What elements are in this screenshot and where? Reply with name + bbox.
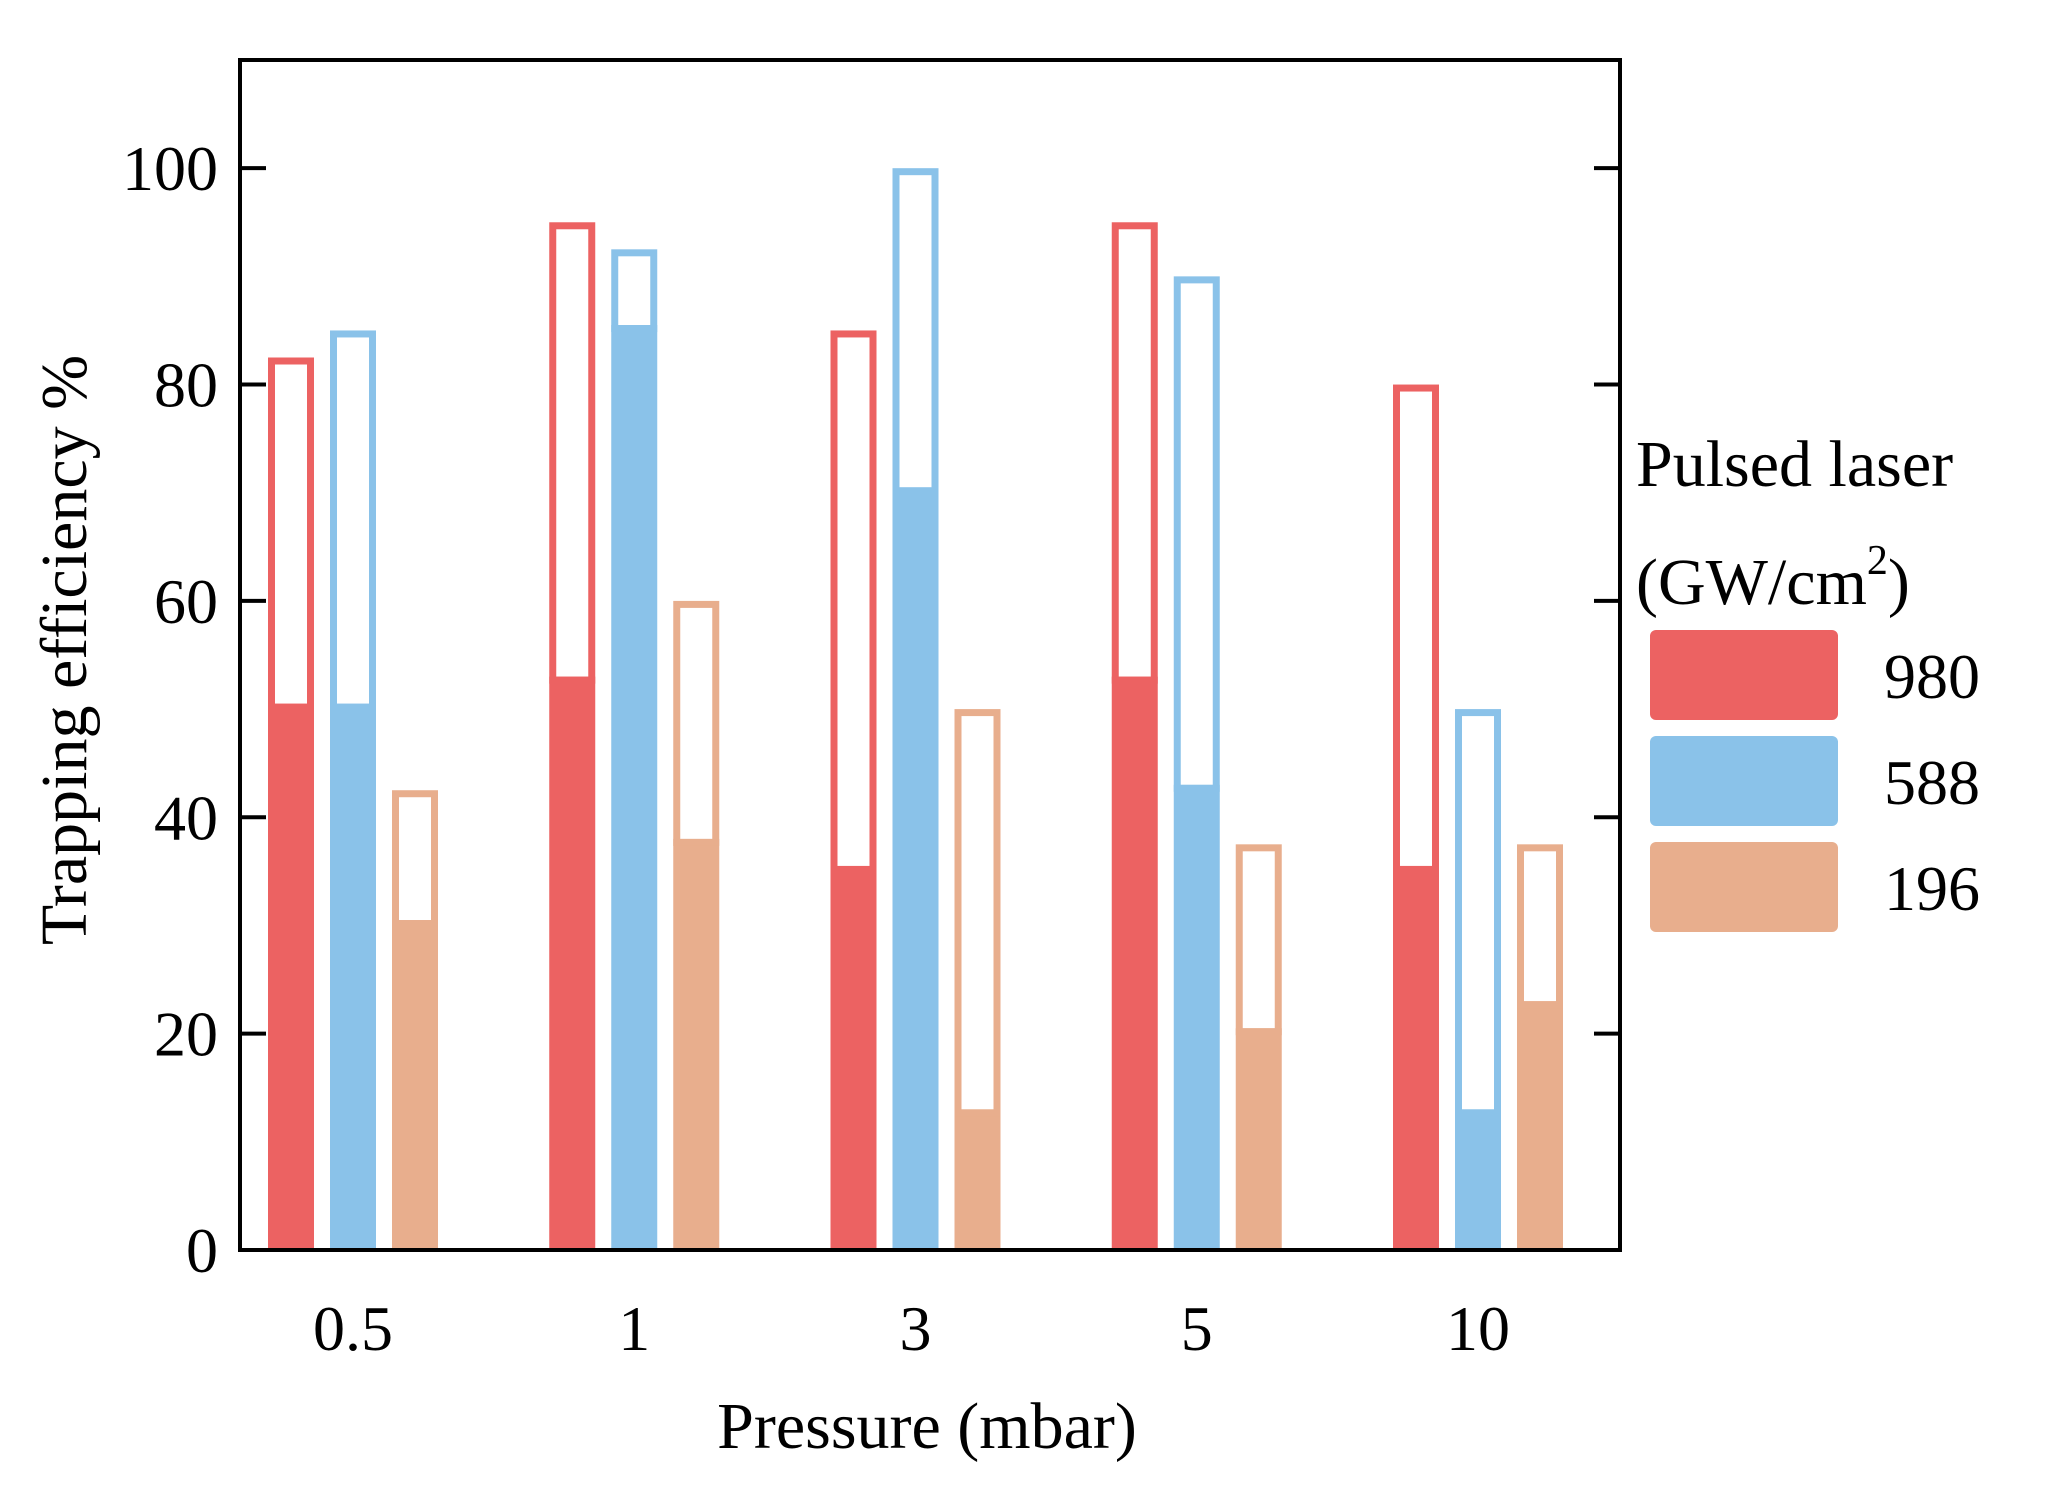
bar-filled-980-10 — [1393, 865, 1439, 1250]
y-axis-title: Trapping efficiency % — [28, 355, 101, 945]
bar-outline-980-1 — [549, 222, 596, 684]
y-tick-label: 80 — [154, 350, 218, 421]
x-tick-label: 0.5 — [313, 1293, 393, 1364]
x-tick-label: 1 — [618, 1293, 650, 1364]
plot-frame — [238, 58, 1622, 1252]
legend-title-line1: Pulsed laser — [1636, 428, 1953, 501]
bar-outline-980-5 — [1111, 222, 1158, 684]
legend-label-196: 196 — [1884, 853, 1980, 924]
bar-outline-980-3 — [830, 330, 877, 873]
y-tick-label: 0 — [186, 1215, 218, 1286]
legend-swatch-196 — [1650, 842, 1838, 932]
bar-outline-980-0.5 — [268, 357, 314, 711]
x-tick-label: 3 — [900, 1293, 932, 1364]
bar-filled-980-3 — [830, 865, 877, 1250]
bar-outline-196-0.5 — [392, 790, 438, 928]
x-axis-title: Pressure (mbar) — [717, 1390, 1137, 1463]
bar-outline-588-1 — [611, 249, 658, 333]
bar-outline-980-10 — [1393, 384, 1439, 873]
bar-filled-588-3 — [892, 487, 939, 1250]
bar-outline-196-1 — [673, 600, 720, 846]
y-tick-label: 60 — [154, 566, 218, 637]
bar-filled-588-1 — [611, 325, 658, 1251]
legend-label-588: 588 — [1884, 747, 1980, 818]
bar-outline-588-3 — [892, 168, 939, 495]
y-tick-label: 40 — [154, 782, 218, 853]
bar-filled-588-0.5 — [330, 703, 376, 1250]
bar-outline-588-5 — [1173, 276, 1220, 792]
y-tick-label: 20 — [154, 999, 218, 1070]
bar-filled-196-10 — [1517, 1001, 1563, 1250]
bar-filled-588-5 — [1173, 784, 1220, 1250]
bar-outline-588-10 — [1455, 709, 1501, 1117]
bar-filled-196-5 — [1235, 1028, 1282, 1250]
legend: Pulsed laser (GW/cm2) 980 588 196 — [1636, 428, 1980, 932]
legend-title-unit: (GW/cm — [1636, 546, 1867, 619]
bar-filled-588-10 — [1455, 1109, 1501, 1250]
bar-filled-196-3 — [954, 1109, 1001, 1250]
bars-layer — [268, 168, 1563, 1251]
y-tick-label: 100 — [122, 133, 218, 204]
bar-outline-196-10 — [1517, 844, 1563, 1009]
x-tick-label: 10 — [1446, 1293, 1510, 1364]
legend-title-superscript: 2 — [1867, 538, 1888, 584]
bar-outline-196-3 — [954, 709, 1001, 1117]
x-tick-label: 5 — [1181, 1293, 1213, 1364]
labels-layer: Pressure (mbar) Trapping efficiency % — [28, 355, 1137, 1463]
bar-outline-196-5 — [1235, 844, 1282, 1036]
bar-filled-980-1 — [549, 676, 596, 1250]
legend-title-close-paren: ) — [1888, 546, 1910, 619]
bar-filled-196-0.5 — [392, 920, 438, 1250]
legend-label-980: 980 — [1884, 641, 1980, 712]
bar-filled-196-1 — [673, 838, 720, 1250]
legend-swatch-980 — [1650, 630, 1838, 720]
legend-swatch-588 — [1650, 736, 1838, 826]
bar-outline-588-0.5 — [330, 330, 376, 711]
bar-filled-980-5 — [1111, 676, 1158, 1250]
legend-title-line2: (GW/cm2) — [1636, 538, 1910, 619]
legend-entries: 980 588 196 — [1650, 630, 1980, 932]
bar-filled-980-0.5 — [268, 703, 314, 1250]
